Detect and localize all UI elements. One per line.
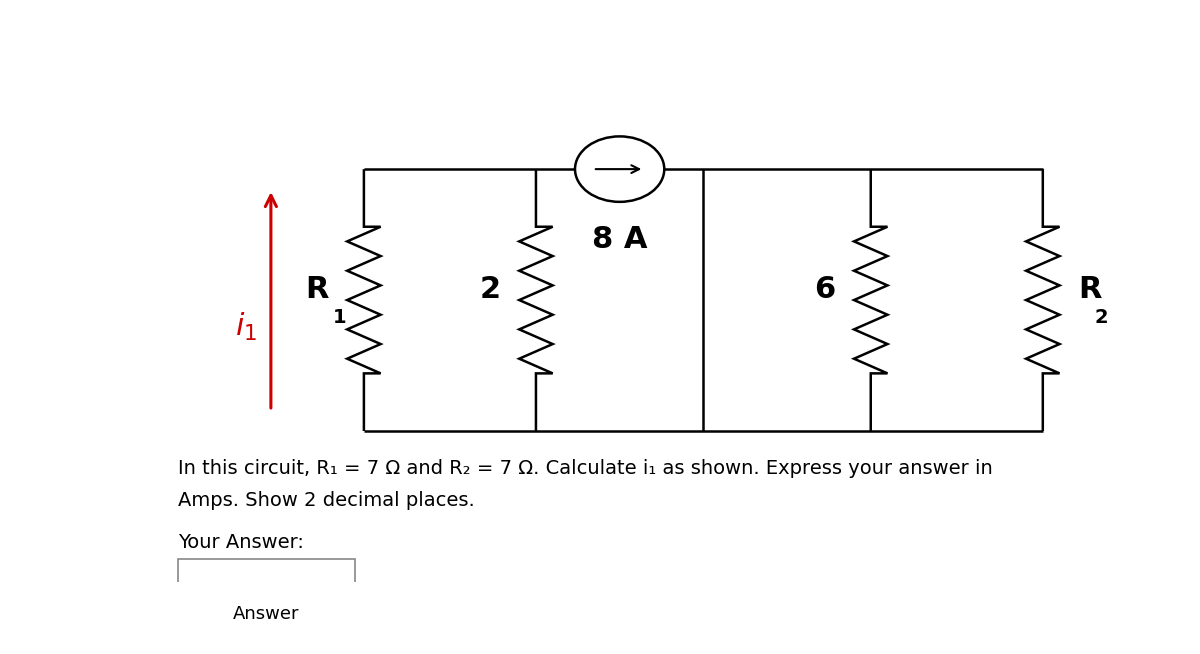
- FancyBboxPatch shape: [178, 559, 355, 596]
- Text: R: R: [305, 275, 329, 305]
- Text: Answer: Answer: [233, 605, 300, 623]
- Text: Your Answer:: Your Answer:: [178, 533, 304, 552]
- Text: 6: 6: [814, 275, 835, 305]
- Text: In this circuit, R₁ = 7 Ω and R₂ = 7 Ω. Calculate i₁ as shown. Express your answ: In this circuit, R₁ = 7 Ω and R₂ = 7 Ω. …: [178, 458, 992, 477]
- Text: $i_1$: $i_1$: [235, 311, 257, 343]
- Text: 8 A: 8 A: [592, 224, 648, 254]
- Text: 2: 2: [480, 275, 500, 305]
- Text: 1: 1: [334, 307, 347, 326]
- Text: R: R: [1078, 275, 1102, 305]
- Text: Amps. Show 2 decimal places.: Amps. Show 2 decimal places.: [178, 491, 475, 510]
- Text: 2: 2: [1094, 307, 1109, 326]
